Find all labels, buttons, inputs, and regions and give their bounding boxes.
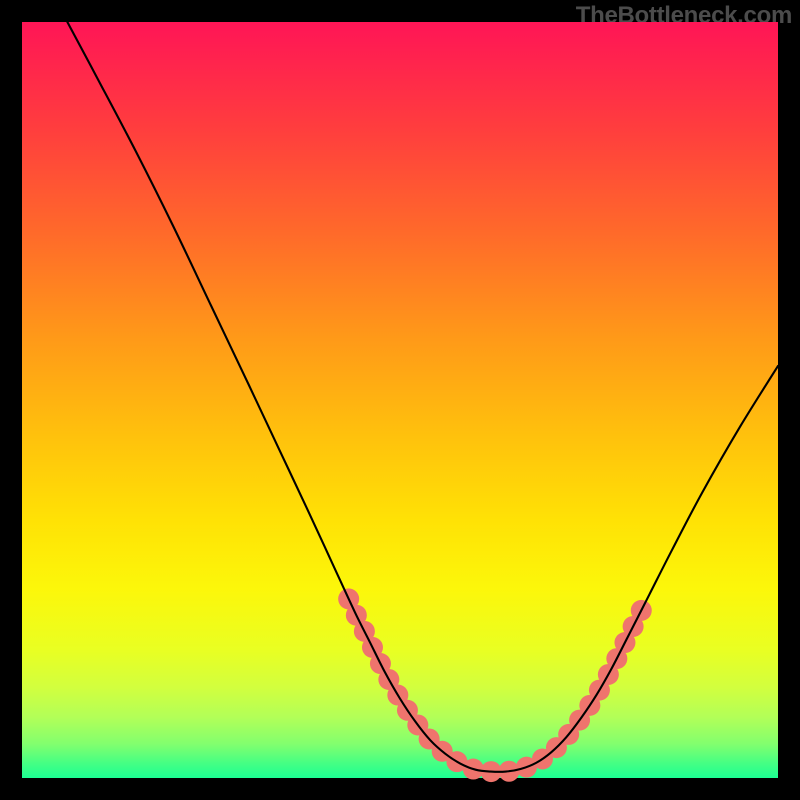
- gradient-background: [22, 22, 778, 778]
- plot-area: [22, 22, 778, 778]
- chart-frame: TheBottleneck.com: [0, 0, 800, 800]
- curve-layer: [22, 22, 778, 778]
